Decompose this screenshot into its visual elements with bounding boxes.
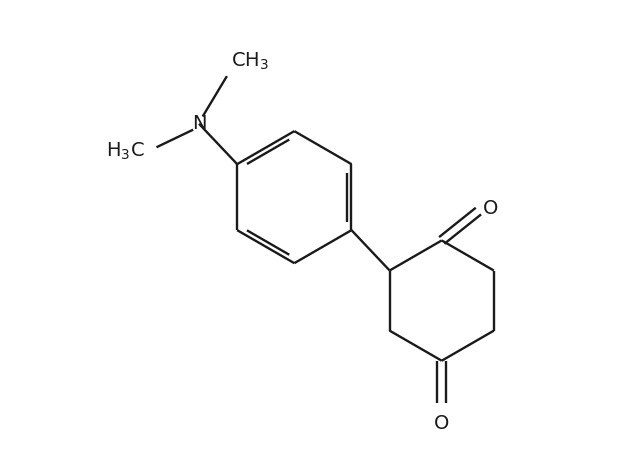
Text: H$_3$C: H$_3$C — [106, 141, 145, 162]
Text: N: N — [192, 114, 206, 133]
Text: O: O — [483, 199, 498, 218]
Text: CH$_3$: CH$_3$ — [230, 50, 269, 72]
Text: O: O — [434, 414, 449, 433]
